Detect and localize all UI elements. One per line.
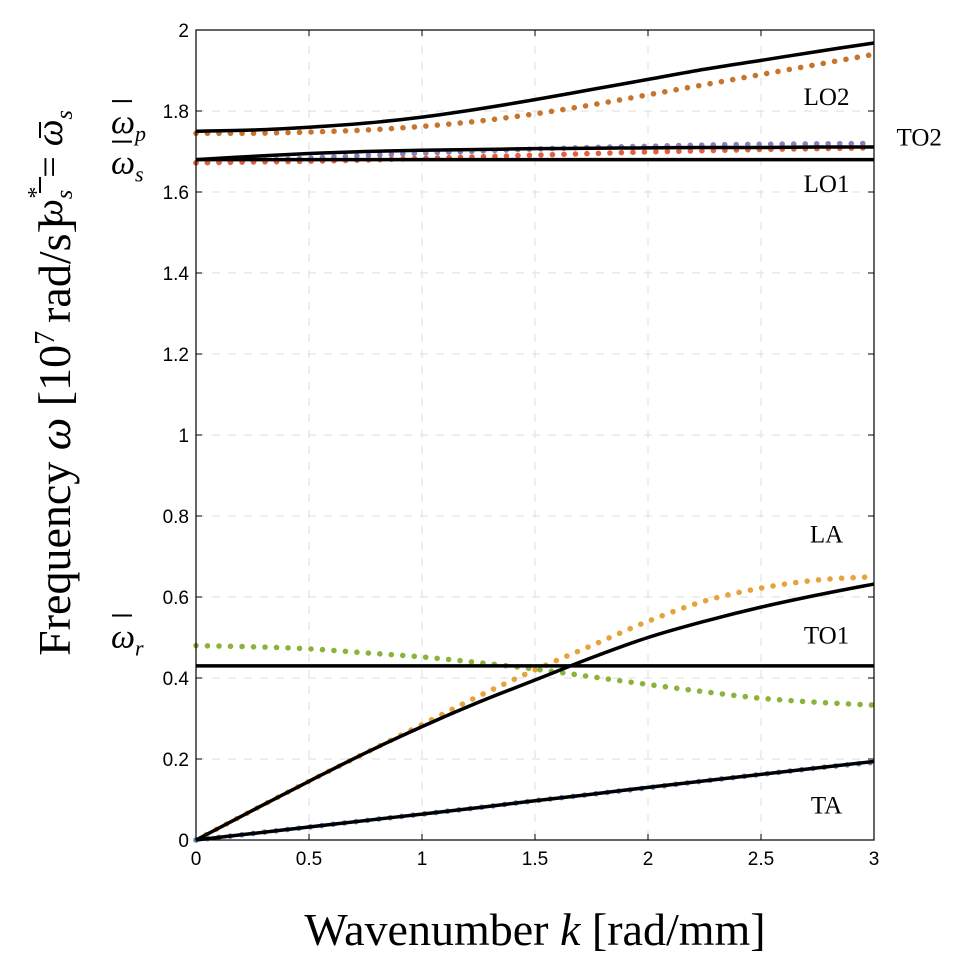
x-tick-label: 0.5	[296, 849, 322, 870]
svg-text:ωs*=ωs: ωs*=ωs	[24, 110, 78, 226]
omega-s-star-equation: ωs*=ωs	[24, 110, 78, 226]
curve-label-to1: TO1	[804, 623, 849, 650]
y-tick-label: 0.2	[163, 750, 189, 771]
symbol-omega-p: ωp	[111, 100, 146, 146]
y-tick-label: 0.6	[163, 588, 189, 609]
dotted-series-line-0	[193, 51, 877, 137]
dotted-series-line-4	[193, 642, 877, 708]
x-tick-label: 1	[417, 849, 428, 870]
y-tick-label: 1.2	[163, 345, 189, 366]
solid-series-line-1	[195, 145, 875, 162]
curve-labels: LO2 TO2 LO1 LA TO1 TA	[804, 84, 942, 820]
x-tick-label: 1.5	[522, 849, 548, 870]
symbol-omega-s: ωs	[111, 140, 144, 187]
y-axis-title: Frequency ω [107rad/s]	[29, 218, 80, 656]
curve-label-ta: TA	[811, 793, 842, 820]
x-tick-label: 2	[643, 849, 654, 870]
y-tick-label: 1.6	[163, 183, 189, 204]
y-tick-label: 1.4	[163, 264, 190, 285]
x-tick-label: 0	[191, 849, 202, 870]
y-tick-label: 1	[178, 426, 189, 447]
x-tick-label: 2.5	[748, 849, 774, 870]
y-tick-label: 0.8	[163, 507, 189, 528]
x-axis-title: Wavenumber k [rad/mm]	[304, 904, 765, 955]
solid-series-line-3	[195, 582, 875, 842]
y-tick-label: 2	[178, 21, 189, 42]
solid-series-line-5	[195, 759, 875, 842]
y-tick-label: 0.4	[163, 669, 190, 690]
series-group	[193, 41, 877, 843]
solid-series-line-0	[195, 41, 875, 133]
x-tick-label: 3	[869, 849, 880, 870]
curve-label-to2: TO2	[897, 124, 942, 151]
symbol-omega-r-text: ωr	[111, 619, 144, 661]
curve-label-la: LA	[810, 521, 843, 548]
curve-label-lo2: LO2	[804, 84, 850, 111]
curve-label-lo1: LO1	[804, 171, 850, 198]
symbol-omega-s-text: ωs	[111, 145, 144, 187]
y-tick-label: 0	[178, 831, 189, 852]
axis-ticks: 0 0.5 1 1.5 2 2.5 3 0 0.2 0.4 0.6 0.8 1 1.2 1.4 1.6 1.8 2	[163, 21, 880, 870]
y-tick-label: 1.8	[163, 102, 189, 123]
grid-lines	[196, 30, 874, 840]
symbol-omega-p-text: ωp	[111, 104, 146, 146]
symbol-omega-r: ωr	[111, 614, 144, 661]
